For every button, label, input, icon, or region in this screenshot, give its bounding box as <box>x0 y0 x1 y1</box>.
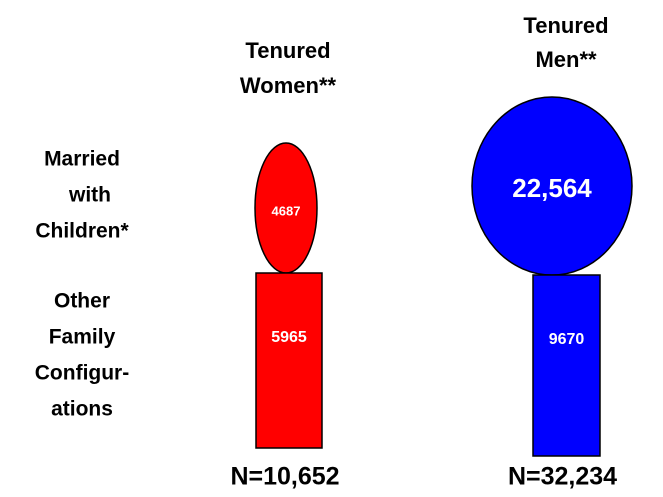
row-label: with <box>68 184 111 207</box>
series-name: Tenured <box>245 38 330 63</box>
row-label: ations <box>51 398 113 421</box>
row-label: Other <box>54 290 110 313</box>
series-name: Tenured <box>523 13 608 38</box>
series-name: Men** <box>535 47 597 72</box>
data-label: 4687 <box>272 203 301 218</box>
row-label: Married <box>44 148 120 171</box>
data-label: 22,564 <box>512 173 592 203</box>
row-label: Configur- <box>35 362 129 385</box>
data-label: 5965 <box>271 329 307 346</box>
total-label: N=32,234 <box>508 463 617 491</box>
other-shape <box>255 272 323 449</box>
row-label: Children* <box>35 220 129 243</box>
row-label: Family <box>49 326 116 349</box>
total-label: N=10,652 <box>230 463 339 491</box>
series-name: Women** <box>240 73 337 98</box>
data-label: 9670 <box>549 331 585 348</box>
other-shape <box>532 274 601 457</box>
